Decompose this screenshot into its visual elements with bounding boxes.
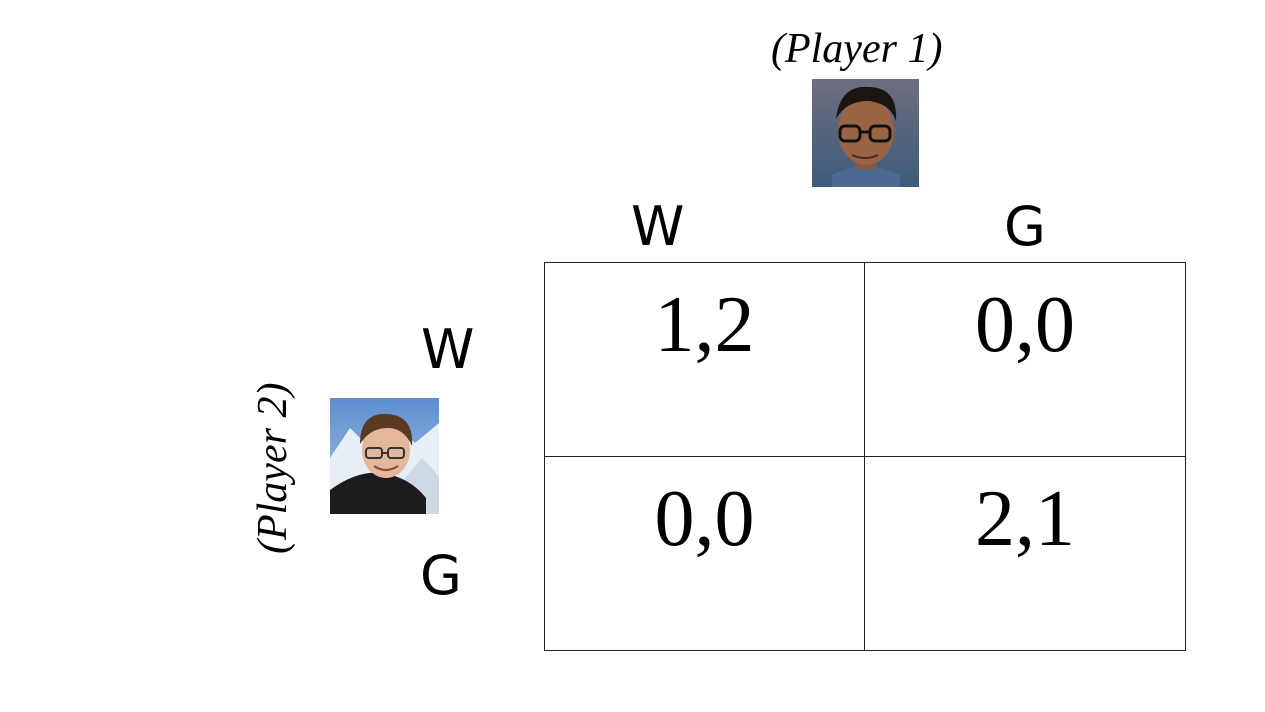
player2-avatar (330, 398, 439, 514)
payoff-cell-g-w: 0,0 (545, 456, 865, 650)
row-strategy-g: G (420, 544, 462, 607)
payoff-cell-g-g: 2,1 (865, 457, 1185, 651)
player1-photo-icon (812, 79, 919, 187)
player2-photo-icon (330, 398, 439, 514)
payoff-value: 0,0 (654, 474, 755, 563)
payoff-value: 2,1 (975, 474, 1075, 563)
player1-label: (Player 1) (771, 26, 943, 72)
column-strategy-w: W (631, 195, 685, 258)
payoff-matrix: 1,2 0,0 0,0 2,1 (544, 262, 1186, 651)
payoff-value: 1,2 (654, 281, 755, 369)
row-strategy-w: W (421, 318, 475, 381)
column-strategy-g: G (1004, 195, 1046, 258)
payoff-value: 0,0 (975, 281, 1075, 369)
payoff-cell-w-g: 0,0 (865, 263, 1185, 457)
player1-avatar (812, 79, 919, 187)
payoff-cell-w-w: 1,2 (545, 263, 865, 457)
player2-label: (Player 2) (250, 382, 296, 554)
